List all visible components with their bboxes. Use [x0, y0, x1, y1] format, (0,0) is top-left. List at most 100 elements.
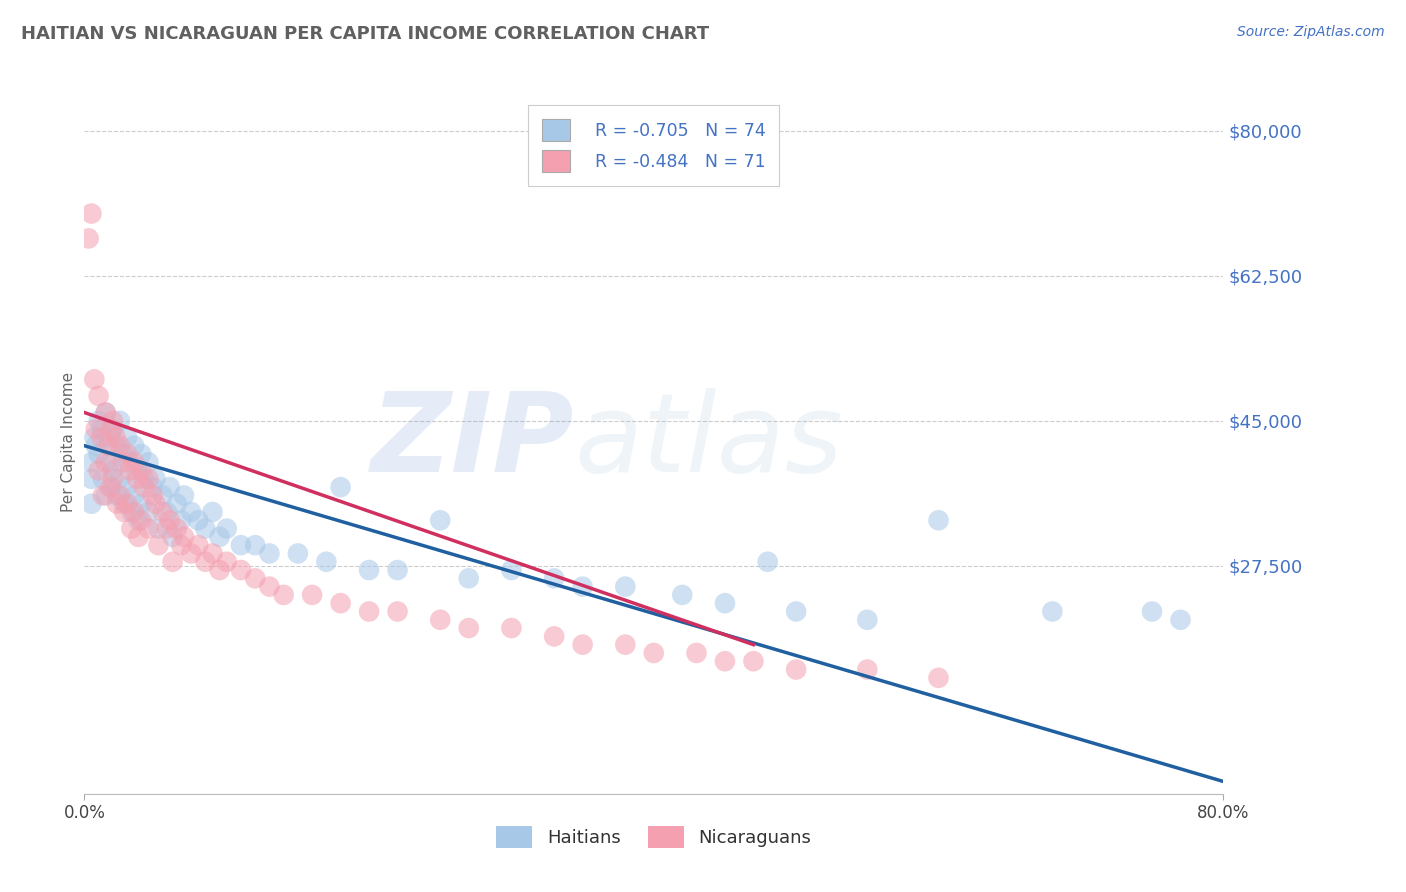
Point: [245, 571, 267, 585]
Point: [245, 538, 267, 552]
Point: [80, 497, 103, 511]
Point: [84, 439, 107, 453]
Point: [104, 430, 127, 444]
Point: [173, 488, 195, 502]
Point: [187, 538, 209, 552]
Point: [90, 430, 112, 444]
Point: [229, 538, 252, 552]
Point: [159, 513, 181, 527]
Point: [100, 422, 122, 436]
Point: [97, 439, 120, 453]
Point: [125, 472, 148, 486]
Point: [90, 422, 112, 436]
Point: [742, 654, 765, 668]
Point: [148, 522, 170, 536]
Point: [83, 372, 105, 386]
Point: [145, 472, 167, 486]
Point: [273, 588, 295, 602]
Point: [108, 488, 131, 502]
Point: [170, 538, 193, 552]
Point: [614, 580, 637, 594]
Point: [201, 546, 224, 560]
Point: [329, 596, 352, 610]
Point: [162, 530, 184, 544]
Point: [148, 538, 170, 552]
Text: atlas: atlas: [574, 388, 842, 495]
Point: [543, 571, 565, 585]
Point: [501, 621, 523, 635]
Point: [643, 646, 665, 660]
Point: [785, 663, 807, 677]
Point: [166, 497, 188, 511]
Point: [329, 480, 352, 494]
Point: [170, 513, 193, 527]
Point: [145, 497, 167, 511]
Point: [122, 439, 145, 453]
Point: [429, 613, 451, 627]
Point: [457, 571, 479, 585]
Point: [785, 605, 807, 619]
Point: [173, 530, 195, 544]
Point: [87, 414, 110, 428]
Point: [215, 522, 238, 536]
Point: [98, 480, 121, 494]
Point: [122, 505, 145, 519]
Point: [87, 464, 110, 478]
Point: [108, 472, 131, 486]
Point: [101, 414, 124, 428]
Point: [180, 546, 202, 560]
Point: [856, 663, 879, 677]
Point: [77, 231, 100, 245]
Point: [156, 522, 179, 536]
Point: [387, 605, 409, 619]
Point: [131, 513, 153, 527]
Point: [134, 472, 156, 486]
Point: [928, 671, 950, 685]
Point: [138, 472, 160, 486]
Point: [112, 497, 135, 511]
Legend: Haitians, Nicaraguans: Haitians, Nicaraguans: [489, 819, 818, 855]
Point: [115, 447, 138, 461]
Point: [187, 513, 209, 527]
Point: [259, 546, 281, 560]
Point: [104, 439, 127, 453]
Point: [194, 522, 217, 536]
Point: [91, 488, 114, 502]
Point: [208, 530, 231, 544]
Point: [101, 464, 124, 478]
Point: [127, 513, 149, 527]
Point: [108, 439, 131, 453]
Point: [115, 430, 138, 444]
Point: [714, 654, 737, 668]
Point: [115, 497, 138, 511]
Point: [100, 480, 122, 494]
Point: [138, 505, 160, 519]
Point: [756, 555, 779, 569]
Point: [101, 422, 124, 436]
Text: ZIP: ZIP: [371, 388, 574, 495]
Point: [614, 638, 637, 652]
Point: [94, 405, 117, 419]
Point: [229, 563, 252, 577]
Point: [429, 513, 451, 527]
Point: [122, 455, 145, 469]
Point: [315, 555, 337, 569]
Point: [105, 497, 128, 511]
Point: [118, 455, 141, 469]
Point: [142, 480, 165, 494]
Text: HAITIAN VS NICARAGUAN PER CAPITA INCOME CORRELATION CHART: HAITIAN VS NICARAGUAN PER CAPITA INCOME …: [21, 25, 709, 43]
Point: [359, 605, 381, 619]
Point: [1042, 605, 1064, 619]
Point: [259, 580, 281, 594]
Point: [80, 455, 103, 469]
Point: [301, 588, 323, 602]
Point: [111, 447, 134, 461]
Point: [571, 580, 593, 594]
Point: [571, 638, 593, 652]
Point: [122, 488, 145, 502]
Point: [84, 422, 107, 436]
Point: [156, 505, 179, 519]
Point: [162, 555, 184, 569]
Point: [1140, 605, 1163, 619]
Point: [543, 629, 565, 643]
